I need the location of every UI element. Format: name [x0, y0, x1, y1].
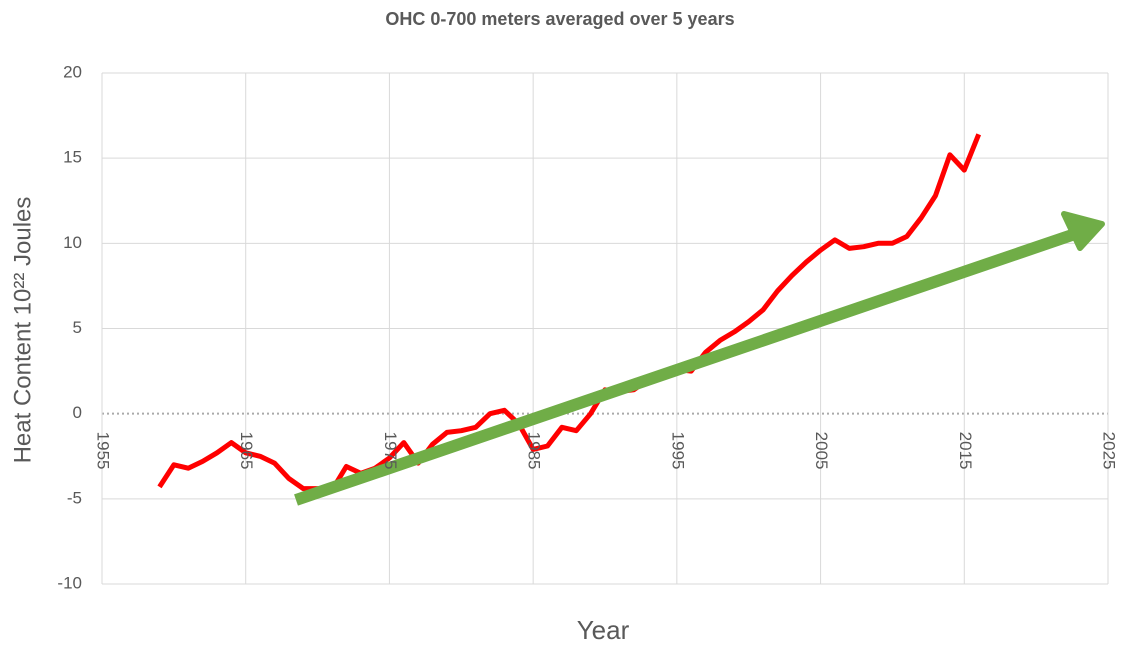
y-tick-label: 10	[63, 233, 82, 252]
x-tick-label: 2015	[956, 432, 975, 470]
x-tick-label: 1985	[525, 432, 544, 470]
x-axis-title: Year	[577, 615, 630, 645]
y-tick-label: 20	[63, 62, 82, 81]
marks	[157, 133, 982, 493]
x-tick-label: 1975	[381, 432, 400, 470]
x-tick-label: 1965	[237, 432, 256, 470]
y-tick-label: -10	[57, 573, 82, 592]
x-tick-label: 1995	[668, 432, 687, 470]
y-axis-title: Heat Content 10²² Joules	[9, 197, 36, 464]
y-tick-label: 5	[73, 318, 82, 337]
x-tick-label: 2005	[812, 432, 831, 470]
trend-arrow	[294, 211, 1105, 506]
x-tick-label: 2025	[1100, 432, 1119, 470]
y-tick-label: 15	[63, 148, 82, 167]
y-tick-label: -5	[67, 488, 82, 507]
x-tick-label: 1955	[94, 432, 113, 470]
arrow-shaft	[294, 228, 1077, 506]
data-line	[157, 133, 982, 493]
chart-title: OHC 0-700 meters averaged over 5 years	[385, 9, 734, 29]
grid	[101, 72, 1109, 585]
y-tick-label: 0	[73, 403, 82, 422]
arrow-head	[1061, 211, 1105, 251]
